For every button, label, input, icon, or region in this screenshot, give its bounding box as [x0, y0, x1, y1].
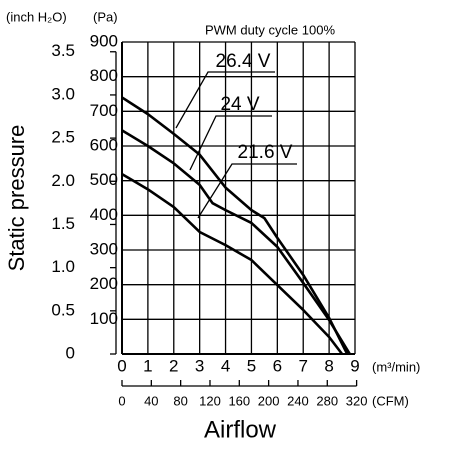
y-tick-label: 300 — [90, 239, 118, 258]
x2-tick-label: 240 — [287, 393, 309, 408]
x-tick-label: 9 — [350, 356, 359, 375]
y-tick-label: 200 — [90, 274, 118, 293]
series-line — [121, 129, 351, 355]
series-line — [121, 172, 344, 355]
y2-tick-label: 3.0 — [51, 84, 75, 103]
series-line — [121, 96, 349, 355]
y-tick-label: 600 — [90, 135, 118, 154]
y2-tick-label: 3.5 — [51, 41, 75, 60]
x-tick-label: 2 — [169, 356, 178, 375]
x2-tick-label: 80 — [173, 393, 187, 408]
y2-tick-label: 1.0 — [51, 257, 75, 276]
y2-tick-label: 2.5 — [51, 128, 75, 147]
y2-tick-label: 2.0 — [51, 171, 75, 190]
x-tick-label: 5 — [247, 356, 256, 375]
y-tick-label: 100 — [90, 309, 118, 328]
x-tick-label: 7 — [298, 356, 307, 375]
x-tick-label: 6 — [273, 356, 282, 375]
x-tick-label: 8 — [324, 356, 333, 375]
y-tick-label: 500 — [90, 170, 118, 189]
x2-tick-label: 200 — [258, 393, 280, 408]
x-unit: (m³/min) — [372, 359, 420, 374]
x2-tick-label: 40 — [144, 393, 158, 408]
x2-tick-label: 280 — [316, 393, 338, 408]
x-tick-label: 4 — [221, 356, 230, 375]
y-tick-label: 700 — [90, 101, 118, 120]
series-label: 24 V — [220, 94, 259, 115]
x-tick-label: 1 — [143, 356, 152, 375]
x-tick-label: 0 — [117, 356, 126, 375]
y2-tick-label: 1.5 — [51, 214, 75, 233]
y-tick-label: 900 — [90, 31, 118, 50]
chart-title: PWM duty cycle 100% — [205, 22, 335, 37]
label-leader — [189, 115, 272, 171]
x-tick-label: 3 — [195, 356, 204, 375]
y-axis-title: Static pressure — [4, 125, 29, 272]
x2-tick-label: 0 — [118, 393, 125, 408]
x2-unit: (CFM) — [372, 393, 409, 408]
y-tick-label: 400 — [90, 205, 118, 224]
y-tick-label: 800 — [90, 66, 118, 85]
y-unit: (Pa) — [93, 9, 118, 24]
x2-tick-label: 160 — [228, 393, 250, 408]
series-label: 26.4 V — [216, 51, 271, 72]
y2-tick-label: 0.5 — [51, 300, 75, 319]
label-leader — [175, 71, 275, 129]
x2-tick-label: 120 — [199, 393, 221, 408]
label-leader — [197, 163, 297, 219]
x-axis-title: Airflow — [204, 416, 277, 443]
y2-tick-label: 0 — [66, 343, 75, 362]
series-label: 21.6 V — [238, 142, 293, 163]
y2-unit: (inch H₂O) — [6, 9, 67, 24]
x2-tick-label: 320 — [346, 393, 368, 408]
